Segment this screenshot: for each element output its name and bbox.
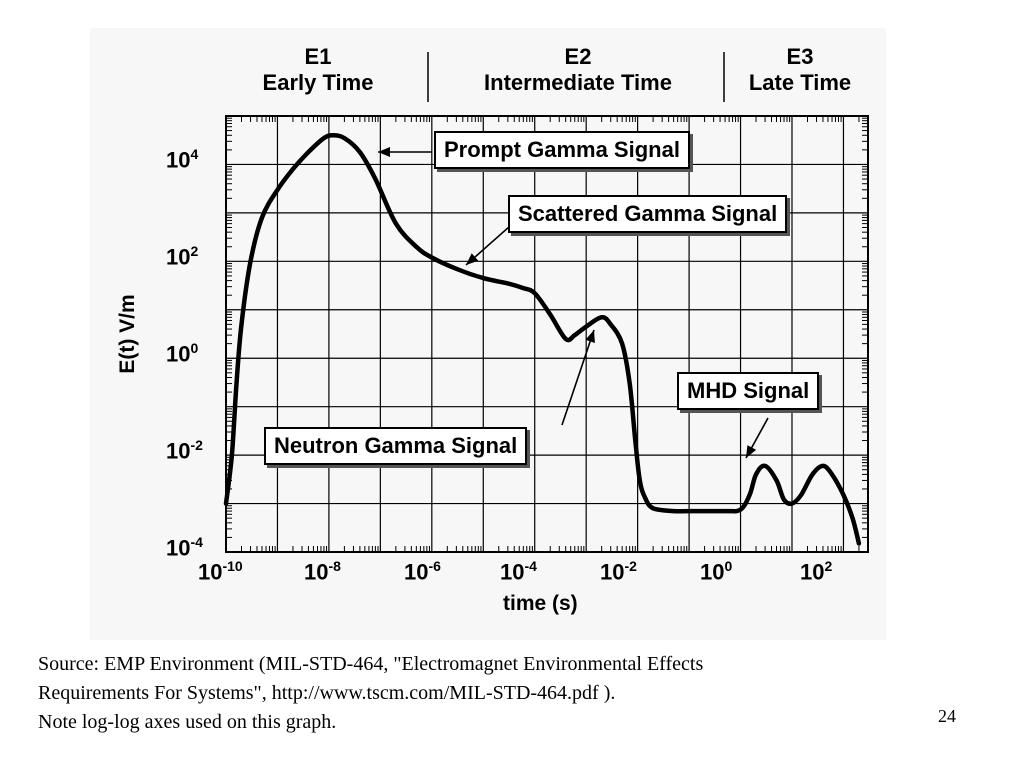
arrow-head [466,253,479,265]
region-e2: E2 Intermediate Time [450,44,706,96]
annotation-arrows [378,147,769,459]
page-number: 24 [938,706,956,726]
arrow-prompt-gamma [378,147,432,157]
caption-line: Requirements For Systems", http://www.ts… [38,682,616,704]
grid-lines [225,115,868,553]
minor-ticks [226,116,869,552]
x-tick-label: 10-10 [198,558,243,585]
x-tick-label: 10-8 [304,558,341,585]
x-tick-label: 10-2 [600,558,637,585]
x-tick-label: 100 [700,558,733,585]
caption-line: Note log-log axes used on this graph. [38,711,337,733]
x-tick-label: 10-6 [404,558,441,585]
region-e3: E3 Late Time [730,44,870,96]
arrow-head [746,445,757,458]
y-tick-label: 10-4 [166,534,203,561]
callout-mhd: MHD Signal [677,372,820,410]
figure-panel [90,28,886,640]
arrow-head [585,330,595,343]
region-name: Intermediate Time [484,70,672,95]
plot-frame [225,115,869,553]
series-line [223,133,862,546]
region-name: Late Time [748,70,852,95]
arrow-shaft [561,329,595,426]
callout-prompt-gamma: Prompt Gamma Signal [434,131,690,169]
arrow-mhd [745,417,769,459]
region-code: E3 [786,44,814,69]
arrow-scattered-gamma [465,225,511,266]
callout-neutron-gamma: Neutron Gamma Signal [264,427,528,465]
region-code: E2 [564,44,592,69]
x-tick-label: 102 [800,558,833,585]
x-axis-label: time (s) [503,592,578,615]
y-tick-label: 104 [166,146,199,173]
caption-line: Source: EMP Environment (MIL-STD-464, "E… [38,653,704,675]
region-e1: E1 Early Time [230,44,406,96]
callout-scattered-gamma: Scattered Gamma Signal [508,195,788,233]
arrow-head [378,147,390,157]
y-tick-label: 10-2 [166,437,203,464]
region-code: E1 [304,44,332,69]
x-tick-label: 10-4 [500,558,537,585]
source-caption: Source: EMP Environment (MIL-STD-464, "E… [38,650,918,737]
y-tick-label: 102 [166,243,199,270]
y-tick-label: 100 [166,340,199,367]
y-axis-label: E(t) V/m [116,294,139,374]
region-name: Early Time [262,70,374,95]
arrow-neutron-gamma [561,329,595,426]
